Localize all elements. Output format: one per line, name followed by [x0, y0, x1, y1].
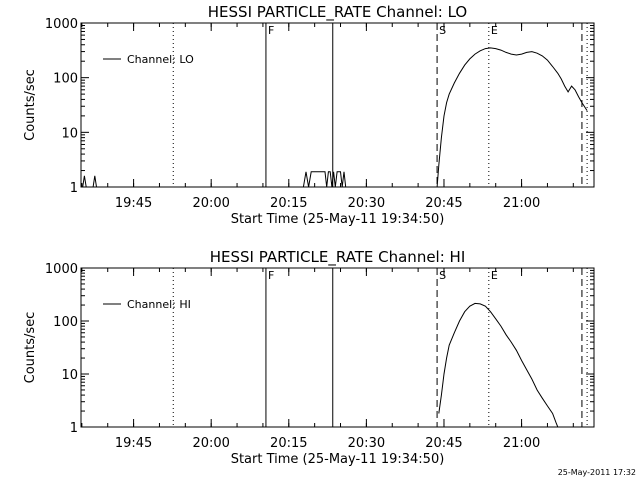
x-tick-label: 19:45: [115, 436, 152, 451]
x-tick-label: 20:45: [425, 196, 462, 211]
y-tick-label: 1: [70, 421, 78, 436]
series-line: [302, 171, 348, 188]
chart-title: HESSI PARTICLE_RATE Channel: HI: [210, 248, 466, 267]
legend-label: Channel: LO: [127, 53, 194, 66]
event-marker-label: F: [268, 24, 274, 37]
x-tick-label: 20:15: [270, 196, 307, 211]
series-line: [438, 302, 559, 428]
plot-frame: [80, 22, 595, 188]
x-tick-label: 20:30: [348, 196, 385, 211]
event-marker-label: E: [491, 269, 498, 282]
y-tick-label: 1000: [45, 17, 78, 32]
chart-panel-2: HESSI PARTICLE_RATE Channel: HI Start Tim…: [23, 248, 595, 467]
series-line: [436, 47, 588, 188]
series-line: [92, 175, 97, 188]
x-axis-label: Start Time (25-May-11 19:34:50): [231, 212, 445, 227]
event-marker-label: E: [491, 24, 498, 37]
x-tick-label: 20:00: [192, 436, 229, 451]
y-tick-label: 1: [70, 181, 78, 196]
chart-title: HESSI PARTICLE_RATE Channel: LO: [208, 3, 467, 22]
x-tick-label: 20:00: [192, 196, 229, 211]
x-tick-label: 19:45: [115, 196, 152, 211]
y-axis-label: Counts/sec: [23, 312, 38, 384]
y-tick-label: 1000: [45, 262, 78, 277]
event-marker-label: F: [268, 269, 274, 282]
y-tick-label: 10: [61, 368, 78, 383]
legend-label: Channel: HI: [127, 298, 191, 311]
footer-timestamp: 25-May-2011 17:32: [557, 468, 636, 477]
event-marker-label: S: [439, 269, 446, 282]
x-tick-label: 21:00: [503, 436, 540, 451]
x-tick-label: 21:00: [503, 196, 540, 211]
y-tick-label: 10: [61, 126, 78, 141]
x-tick-label: 20:15: [270, 436, 307, 451]
series-line: [81, 175, 88, 188]
y-axis-label: Counts/sec: [23, 69, 38, 141]
chart-panel-1: HESSI PARTICLE_RATE Channel: LO Start Tim…: [23, 3, 595, 227]
x-tick-label: 20:30: [348, 436, 385, 451]
plot-frame: [80, 267, 595, 428]
event-marker-label: S: [439, 24, 446, 37]
x-tick-label: 20:45: [425, 436, 462, 451]
y-tick-label: 100: [53, 315, 78, 330]
y-tick-label: 100: [53, 72, 78, 87]
x-axis-label: Start Time (25-May-11 19:34:50): [231, 452, 445, 467]
